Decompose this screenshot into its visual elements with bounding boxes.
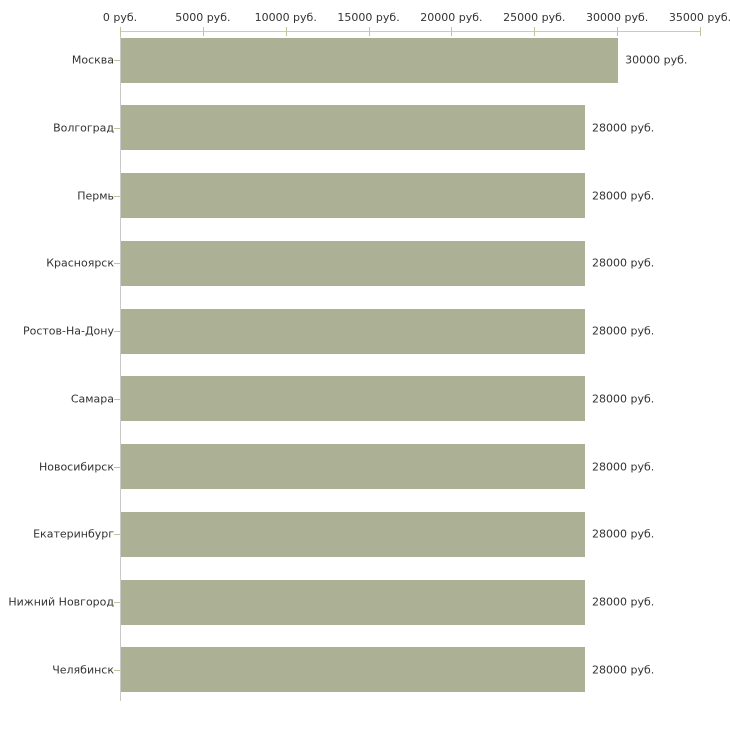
value-label: 28000 руб. — [592, 324, 655, 338]
value-label: 28000 руб. — [592, 663, 655, 677]
category-label: Новосибирск — [38, 460, 114, 473]
category-label: Челябинск — [52, 663, 114, 677]
category-label: Волгоград — [53, 121, 114, 135]
bar-0 — [121, 37, 619, 83]
category-label: Екатеринбург — [33, 527, 114, 541]
x-axis-tick-label: 5000 руб. — [175, 11, 231, 24]
bar-8 — [121, 579, 585, 625]
bar-1 — [121, 105, 585, 151]
x-axis-tick-label: 35000 руб. — [668, 11, 730, 24]
x-axis-tick — [617, 27, 619, 36]
bar-6 — [121, 444, 585, 489]
category-tick — [114, 331, 120, 332]
x-axis-tick-label: 15000 руб. — [337, 11, 400, 24]
category-label: Ростов-На-Дону — [22, 324, 114, 338]
value-label: 28000 руб. — [592, 256, 655, 270]
x-axis-tick-label: 20000 руб. — [420, 11, 483, 24]
x-axis-tick — [285, 27, 287, 36]
bar-5 — [121, 376, 585, 422]
bar-3 — [121, 240, 585, 286]
category-label: Самара — [70, 392, 114, 406]
category-tick — [114, 195, 120, 197]
x-axis-tick — [120, 27, 121, 36]
value-label: 28000 руб. — [592, 121, 655, 135]
bar-7 — [121, 511, 585, 557]
bar-4 — [121, 308, 585, 354]
value-label: 28000 руб. — [592, 527, 655, 541]
value-label: 28000 руб. — [592, 460, 655, 473]
category-label: Пермь — [77, 189, 114, 202]
value-label: 28000 руб. — [592, 392, 655, 406]
category-tick — [114, 669, 120, 671]
category-tick — [114, 263, 120, 265]
category-label: Москва — [71, 53, 114, 67]
category-tick — [114, 60, 120, 61]
category-tick — [114, 398, 120, 400]
category-tick — [114, 602, 120, 603]
category-tick — [114, 127, 120, 129]
category-label: Нижний Новгород — [8, 595, 114, 609]
y-axis-line — [120, 31, 121, 701]
value-label: 30000 руб. — [625, 53, 688, 67]
value-label: 28000 руб. — [592, 595, 655, 609]
category-label: Красноярск — [46, 256, 114, 270]
category-tick — [114, 466, 120, 468]
bar-2 — [121, 173, 585, 218]
bar-9 — [121, 647, 585, 693]
value-label: 28000 руб. — [592, 189, 655, 202]
x-axis-tick — [534, 27, 536, 36]
x-axis-tick — [368, 27, 370, 36]
x-axis-tick-label: 30000 руб. — [586, 11, 649, 24]
x-axis-tick-label: 10000 руб. — [254, 11, 317, 24]
category-tick — [114, 534, 120, 536]
x-axis-tick-label: 25000 руб. — [503, 11, 566, 24]
x-axis-tick-label: 0 руб. — [102, 11, 138, 24]
x-axis-tick — [202, 27, 204, 36]
x-axis-line — [120, 31, 700, 32]
x-axis-tick — [700, 27, 701, 36]
x-axis-tick — [451, 27, 453, 36]
